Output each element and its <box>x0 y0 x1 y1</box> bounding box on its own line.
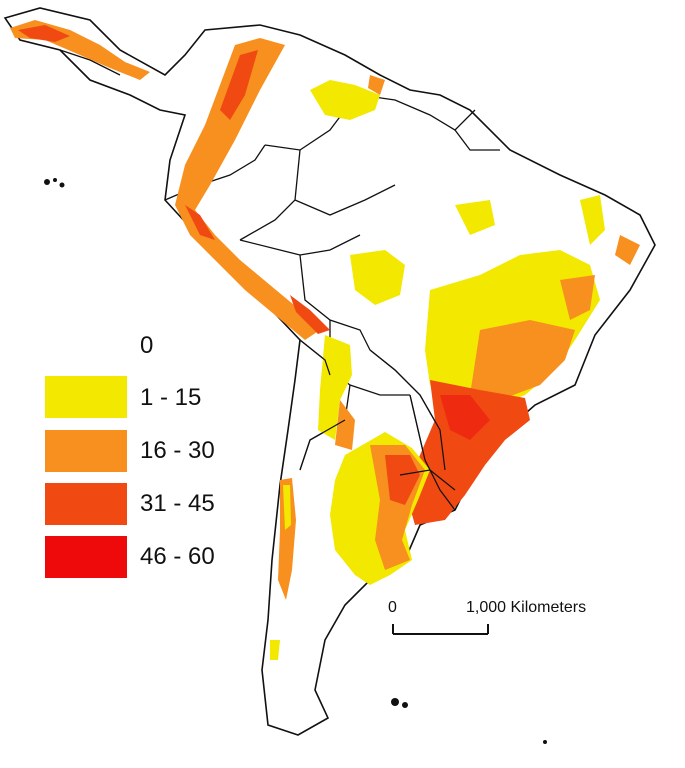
legend-label-0: 0 <box>140 332 154 359</box>
scale-bar <box>392 624 489 635</box>
border-overlay <box>299 339 456 511</box>
islands <box>44 178 547 744</box>
legend-swatch-31-45 <box>45 483 127 525</box>
south-brazil-region <box>405 380 530 525</box>
intensity-areas <box>10 20 640 660</box>
andes-band <box>175 38 320 340</box>
legend-label-1-15: 1 - 15 <box>140 384 202 411</box>
legend-swatch-1-15 <box>45 376 127 418</box>
legend-label-16-30: 16 - 30 <box>140 437 215 464</box>
legend-swatch-16-30 <box>45 430 127 472</box>
legend-label-31-45: 31 - 45 <box>140 490 215 517</box>
legend-label-46-60: 46 - 60 <box>140 543 215 570</box>
legend-swatch-46-60 <box>45 536 127 578</box>
scale-start-label: 0 <box>388 599 397 616</box>
scale-end-label: 1,000 Kilometers <box>466 599 587 616</box>
